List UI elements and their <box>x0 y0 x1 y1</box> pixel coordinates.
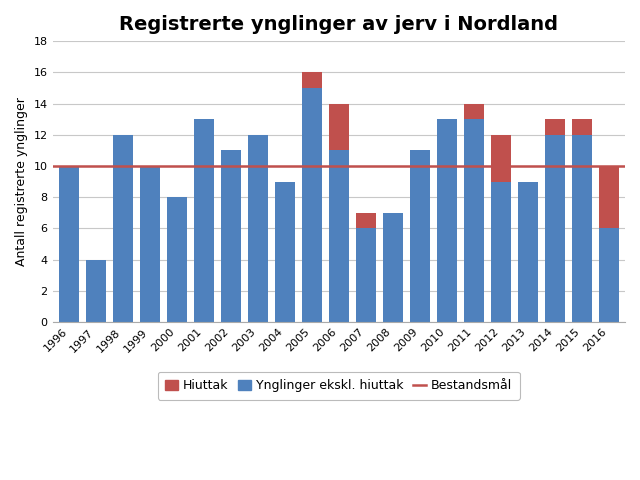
Bar <box>166 197 187 322</box>
Title: Registrerte ynglinger av jerv i Nordland: Registrerte ynglinger av jerv i Nordland <box>119 15 558 34</box>
Bar <box>383 213 403 322</box>
Bar <box>572 135 592 322</box>
Bar <box>329 150 349 322</box>
Bar <box>329 104 349 150</box>
Bar <box>545 119 565 135</box>
Bar <box>248 135 268 322</box>
Bar <box>436 119 457 322</box>
Bar <box>356 228 376 322</box>
Bar <box>598 166 619 228</box>
Bar <box>113 135 133 322</box>
Bar <box>491 181 511 322</box>
Bar <box>301 72 322 88</box>
Bar <box>301 88 322 322</box>
Bar <box>86 260 106 322</box>
Bar <box>463 104 484 119</box>
Bar <box>356 213 376 228</box>
Legend: Hiuttak, Ynglinger ekskl. hiuttak, Bestandsmål: Hiuttak, Ynglinger ekskl. hiuttak, Besta… <box>158 372 520 400</box>
Bar <box>59 166 79 322</box>
Bar <box>572 119 592 135</box>
Bar <box>410 150 430 322</box>
Bar <box>491 135 511 181</box>
Bar <box>194 119 214 322</box>
Bar <box>140 166 160 322</box>
Bar <box>545 135 565 322</box>
Bar <box>518 181 538 322</box>
Bar <box>221 150 241 322</box>
Bar <box>275 181 295 322</box>
Bar <box>598 228 619 322</box>
Y-axis label: Antall registrerte ynglinger: Antall registrerte ynglinger <box>15 97 28 266</box>
Bar <box>463 119 484 322</box>
